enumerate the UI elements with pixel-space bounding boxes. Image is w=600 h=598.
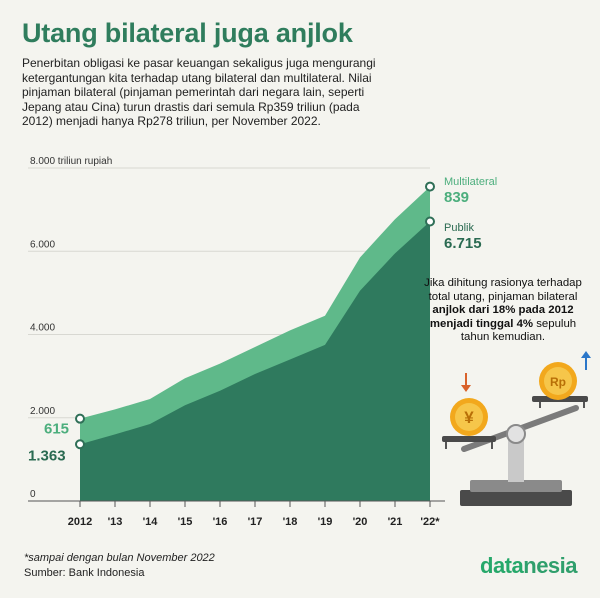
chart-labels: 8.000 triliun rupiah 6.000 4.000 2.000 0 2012… (28, 156, 497, 528)
marker-publik-end (425, 216, 435, 227)
source-text: Sumber: Bank Indonesia (24, 567, 145, 579)
svg-text:Rp: Rp (550, 375, 566, 389)
brand-part-2: nesia (523, 553, 578, 578)
chart-areas (80, 186, 430, 501)
data-label-publik-end: 6.715 (444, 235, 482, 252)
y-tick-label: 8.000 triliun rupiah (30, 156, 112, 167)
data-label-multilateral-end: 839 (444, 189, 469, 206)
balance-scale-icon (442, 396, 588, 506)
data-label-publik-start: 1.363 (28, 447, 66, 464)
note-text-1: Jika dihitung rasionya terhadap total ut… (424, 277, 582, 303)
legend-publik: Publik (444, 222, 474, 234)
x-tick-label: '19 (318, 516, 333, 528)
marker-multilateral-start (75, 413, 85, 424)
x-tick-label: '15 (178, 516, 193, 528)
footnote: *sampai dengan bulan November 2022 (24, 552, 215, 564)
y-tick-label: 0 (30, 489, 36, 500)
x-tick-label: '21 (388, 516, 403, 528)
x-tick-label: '14 (143, 516, 159, 528)
x-tick-label: '22* (420, 516, 440, 528)
arrow-down-icon (461, 373, 471, 392)
legend-multilateral: Multilateral (444, 176, 497, 188)
marker-publik-start (75, 439, 85, 450)
series-area-publik (80, 221, 430, 501)
intro-paragraph: Penerbitan obligasi ke pasar keuangan se… (22, 56, 376, 129)
y-tick-label: 6.000 (30, 239, 55, 250)
brand-part-1: data (480, 553, 524, 578)
data-label-multilateral-start: 615 (44, 421, 69, 438)
y-tick-label: 2.000 (30, 406, 55, 417)
x-tick-label: '18 (283, 516, 298, 528)
ratio-note: Jika dihitung rasionya terhadap total ut… (418, 277, 588, 345)
yen-coin-icon: ¥ (450, 398, 488, 436)
marker-multilateral-end (425, 181, 435, 192)
x-tick-label: '17 (248, 516, 263, 528)
x-tick-label: '13 (108, 516, 123, 528)
rupiah-coin-icon: Rp (539, 362, 577, 400)
brand-logo: datanesia (480, 553, 578, 579)
page-title: Utang bilateral juga anjlok (22, 18, 353, 48)
svg-text:¥: ¥ (464, 408, 474, 427)
arrow-up-icon (581, 351, 591, 370)
x-tick-label: '20 (353, 516, 368, 528)
y-tick-label: 4.000 (30, 323, 55, 334)
chart-axis (28, 500, 445, 507)
x-tick-label: '16 (213, 516, 228, 528)
x-tick-label: 2012 (68, 516, 92, 528)
note-text-bold: anjlok dari 18% pada 2012 menjadi tingga… (429, 304, 574, 330)
note-text-2: sepuluh tahun kemudian. (460, 317, 577, 344)
